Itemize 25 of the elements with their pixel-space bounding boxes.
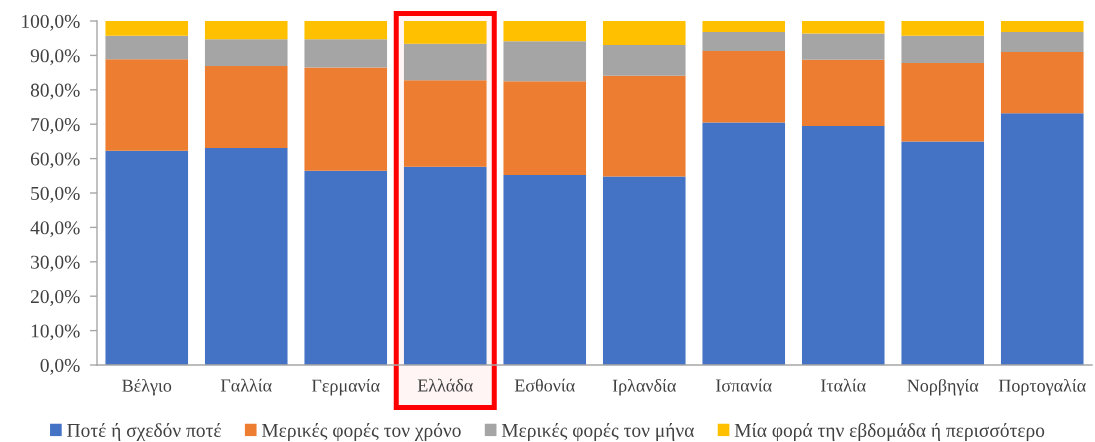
legend-label: Ποτέ ή σχεδόν ποτέ: [67, 423, 221, 441]
y-tick-label: 20,0%: [30, 290, 80, 306]
x-tick-label: Γαλλία: [220, 378, 272, 392]
x-tick-label: Νορβηγία: [907, 378, 979, 396]
y-tick-label: 30,0%: [31, 255, 80, 272]
y-tick-label: 40,0%: [30, 221, 80, 238]
legend-label: Μία φορά την εβδομάδα ή περισσότερο: [734, 423, 1045, 441]
legend-label: Μερικές φορές τον μήνα: [501, 423, 694, 441]
x-tick-label: Γερμανία: [311, 378, 380, 396]
x-tick-label: Ισπανία: [716, 378, 772, 392]
y-tick-label: 100,0%: [22, 14, 80, 31]
x-tick-label: Ιταλία: [821, 378, 866, 392]
y-tick-label: 70,0%: [31, 118, 80, 134]
x-tick-label: Πορτογαλία: [998, 378, 1086, 396]
x-tick-label: Ιρλανδία: [612, 378, 676, 396]
y-tick-label: 0,0%: [40, 358, 80, 375]
y-tick-label: 60,0%: [30, 152, 80, 169]
y-tick-label: 50,0%: [31, 186, 80, 203]
y-tick-label: 10,0%: [31, 324, 80, 341]
y-tick-label: 90,0%: [30, 49, 80, 66]
x-tick-label: Ελλάδα: [417, 378, 473, 392]
y-tick-label: 80,0%: [30, 83, 80, 100]
x-tick-label: Βέλγιο: [122, 378, 172, 396]
legend-label: Μερικές φορές τον χρόνο: [261, 423, 461, 441]
x-tick-label: Εσθονία: [514, 378, 575, 392]
